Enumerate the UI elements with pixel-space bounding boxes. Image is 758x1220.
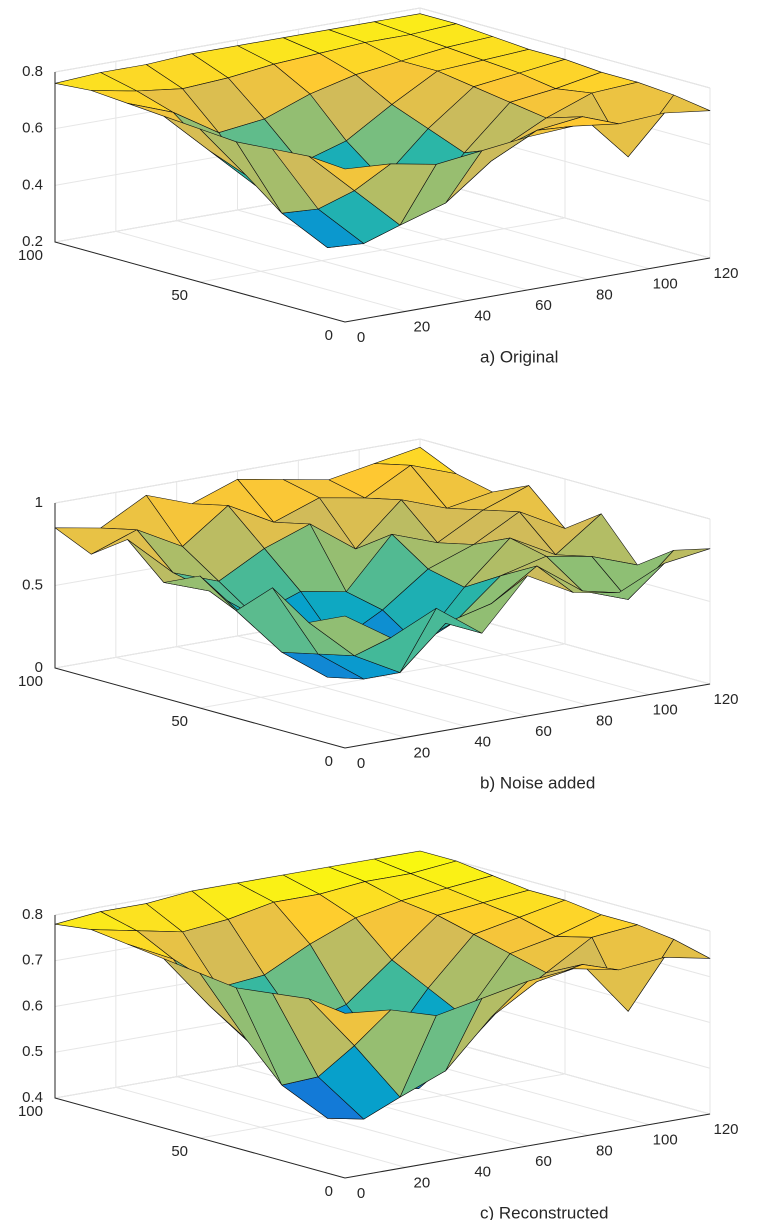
y-tick-label: 100 xyxy=(18,247,43,264)
x-tick-label: 0 xyxy=(357,755,365,772)
y-tick-label: 0 xyxy=(325,327,333,344)
x-tick-label: 120 xyxy=(713,691,738,708)
z-tick-label: 0.7 xyxy=(22,952,43,969)
x-tick-label: 80 xyxy=(596,712,613,729)
z-tick-label: 0.4 xyxy=(22,1089,43,1106)
z-tick-label: 0 xyxy=(35,659,43,676)
surface-plot: 0.4 0.5 0.6 0.7 0.8 0 50 100 0 20 40 60 80 100 120 c) R… xyxy=(18,850,739,1220)
x-tick-label: 40 xyxy=(474,734,491,751)
x-tick-label: 120 xyxy=(713,265,738,282)
surface-patch xyxy=(308,615,391,657)
x-tick-label: 60 xyxy=(535,1153,552,1170)
axis-line xyxy=(54,72,711,323)
z-tick-label: 0.5 xyxy=(22,1043,43,1060)
x-tick-label: 40 xyxy=(474,308,491,325)
surface-patch xyxy=(308,155,391,191)
caption: b) Noise added xyxy=(480,773,595,792)
x-tick-label: 40 xyxy=(474,1164,491,1181)
z-tick-label: 0.4 xyxy=(22,176,43,193)
y-tick-label: 50 xyxy=(171,713,188,730)
z-tick-label: 0.2 xyxy=(22,233,43,250)
z-tick-label: 0.6 xyxy=(22,997,43,1014)
z-tick-label: 0.8 xyxy=(22,906,43,923)
x-tick-label: 80 xyxy=(596,286,613,303)
z-tick-label: 0.5 xyxy=(22,576,43,593)
x-tick-label: 100 xyxy=(653,1132,678,1149)
x-tick-label: 80 xyxy=(596,1142,613,1159)
z-tick-label: 1 xyxy=(35,494,43,511)
caption: a) Original xyxy=(480,347,558,366)
y-tick-label: 100 xyxy=(18,673,43,690)
x-tick-label: 100 xyxy=(653,276,678,293)
axis-line xyxy=(54,915,711,1179)
y-tick-label: 0 xyxy=(325,1183,333,1200)
surface-plot: 0.2 0.4 0.6 0.8 0 50 100 0 20 40 60 80 100 120 a) Orig… xyxy=(18,7,739,366)
x-tick-label: 100 xyxy=(653,702,678,719)
x-tick-label: 60 xyxy=(535,297,552,314)
y-tick-label: 50 xyxy=(171,287,188,304)
y-tick-label: 100 xyxy=(18,1103,43,1120)
x-tick-label: 120 xyxy=(713,1121,738,1138)
y-tick-label: 50 xyxy=(171,1143,188,1160)
x-tick-label: 0 xyxy=(357,329,365,346)
x-tick-label: 20 xyxy=(413,1174,430,1191)
surface-patch xyxy=(308,998,391,1046)
z-tick-label: 0.8 xyxy=(22,63,43,80)
y-tick-label: 0 xyxy=(325,753,333,770)
axis-line xyxy=(54,503,711,749)
x-tick-label: 20 xyxy=(413,744,430,761)
z-tick-label: 0.6 xyxy=(22,120,43,137)
x-tick-label: 60 xyxy=(535,723,552,740)
caption: c) Reconstructed xyxy=(480,1203,609,1220)
x-tick-label: 20 xyxy=(413,318,430,335)
x-tick-label: 0 xyxy=(357,1185,365,1202)
